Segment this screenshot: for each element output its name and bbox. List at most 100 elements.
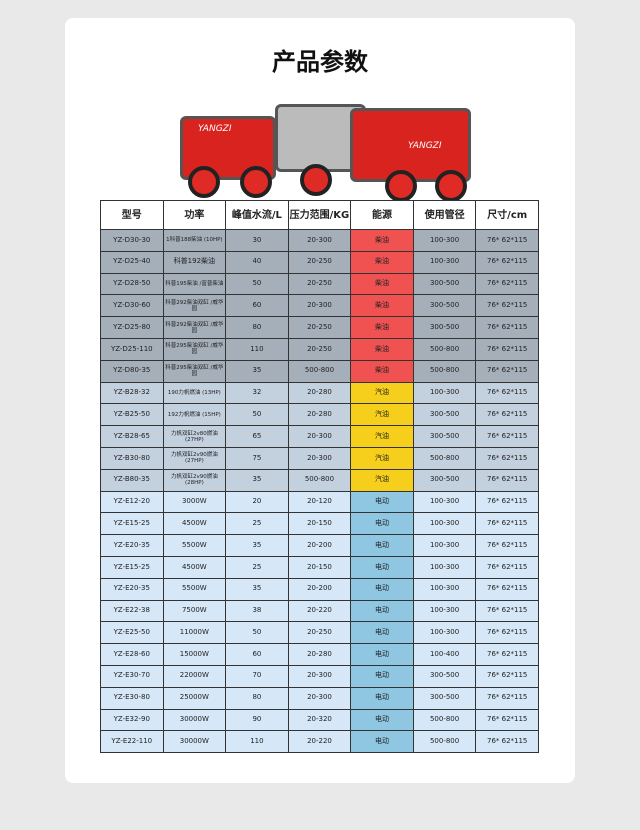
cell-pipe: 500-800	[412, 730, 477, 754]
cell-pipe: 300-500	[412, 686, 477, 710]
cell-pipe: 100-300	[412, 621, 477, 645]
cell-pipe: 500-800	[412, 337, 477, 361]
cell-pipe: 300-500	[412, 425, 477, 448]
cell-size: 76* 62*115	[475, 555, 539, 579]
cell-pressure: 20-220	[287, 730, 352, 754]
cell-pressure: 20-150	[287, 555, 352, 579]
table-row: YZ-D25-110 科普295柴油双缸 /威华园 110 20-250 柴油 500-8…	[100, 337, 539, 361]
cell-flow: 20	[225, 490, 289, 514]
cell-pipe: 500-800	[412, 359, 477, 383]
cell-pipe: 300-500	[412, 664, 477, 688]
table-row: YZ-D30-60 科普292柴油双缸 /威华园 60 20-300 柴油 300-500…	[100, 294, 539, 318]
cell-flow: 60	[225, 643, 289, 666]
cell-model: YZ-D28-50	[100, 272, 164, 296]
product-image: YANGZI YANGZI	[180, 86, 480, 204]
cell-energy: 柴油	[350, 294, 414, 318]
column-header: 功率	[162, 200, 227, 230]
cell-size: 76* 62*115	[475, 337, 539, 361]
table-row: YZ-E15-25 4500W 25 20-150 电动 100-300 76* 62*11…	[100, 512, 539, 536]
cell-pressure: 20-300	[287, 446, 352, 470]
cell-power: 11000W	[162, 621, 227, 645]
table-row: YZ-D80-35 科普295柴油双缸 /威华园 35 500-800 柴油 500-80…	[100, 359, 539, 383]
cell-energy: 电动	[350, 643, 414, 666]
cell-energy: 柴油	[350, 337, 414, 361]
cell-pressure: 20-250	[287, 337, 352, 361]
cell-power: 30000W	[162, 708, 227, 732]
table-row: YZ-E30-70 22000W 70 20-300 电动 300-500 76* 62*1…	[100, 664, 539, 688]
cell-pressure: 20-220	[287, 599, 352, 623]
cell-pressure: 20-200	[287, 534, 352, 557]
cell-power: 30000W	[162, 730, 227, 754]
cell-pressure: 20-250	[287, 250, 352, 274]
cell-size: 76* 62*115	[475, 229, 539, 252]
cell-size: 76* 62*115	[475, 359, 539, 383]
cell-pipe: 300-500	[412, 294, 477, 318]
cell-model: YZ-D25-110	[100, 337, 164, 361]
column-header: 型号	[100, 200, 164, 230]
cell-flow: 38	[225, 599, 289, 623]
cell-power: 25000W	[162, 686, 227, 710]
cell-pipe: 100-300	[412, 381, 477, 405]
cell-flow: 30	[225, 229, 289, 252]
cell-power: 科普295柴油双缸 /威华园	[162, 337, 227, 361]
cell-model: YZ-D80-35	[100, 359, 164, 383]
table-row: YZ-D30-30 1科普188柴油 (10HP) 30 20-300 柴油 100-30…	[100, 229, 539, 252]
cell-energy: 柴油	[350, 229, 414, 252]
cell-power: 7500W	[162, 599, 227, 623]
cell-flow: 50	[225, 403, 289, 427]
cell-flow: 35	[225, 359, 289, 383]
cell-model: YZ-D30-60	[100, 294, 164, 318]
cell-flow: 50	[225, 621, 289, 645]
cell-pressure: 20-300	[287, 664, 352, 688]
cell-flow: 80	[225, 316, 289, 339]
column-header: 尺寸/cm	[475, 200, 539, 230]
table-row: YZ-E22-110 30000W 110 20-220 电动 500-800 76* 62…	[100, 730, 539, 754]
table-row: YZ-B80-35 力帆双缸2v90燃油 (28HP) 35 500-800 汽油 300…	[100, 468, 539, 492]
column-header: 峰值水流/L	[225, 200, 289, 230]
cell-energy: 汽油	[350, 468, 414, 492]
cell-size: 76* 62*115	[475, 272, 539, 296]
cell-size: 76* 62*115	[475, 425, 539, 448]
cell-energy: 电动	[350, 490, 414, 514]
cell-energy: 电动	[350, 664, 414, 688]
cell-power: 科普295柴油双缸 /威华园	[162, 359, 227, 383]
cell-pressure: 20-120	[287, 490, 352, 514]
cell-energy: 汽油	[350, 403, 414, 427]
cell-size: 76* 62*115	[475, 664, 539, 688]
cell-power: 3000W	[162, 490, 227, 514]
cell-pressure: 20-300	[287, 294, 352, 318]
table-row: YZ-D25-80 科普292柴油双缸 /威华园 80 20-250 柴油 300-500…	[100, 316, 539, 339]
cell-power: 4500W	[162, 512, 227, 536]
cell-model: YZ-E22-38	[100, 599, 164, 623]
table-row: YZ-E12-20 3000W 20 20-120 电动 100-300 76* 62*11…	[100, 490, 539, 514]
cell-flow: 25	[225, 555, 289, 579]
cell-model: YZ-B28-32	[100, 381, 164, 405]
cell-pressure: 20-320	[287, 708, 352, 732]
cell-energy: 汽油	[350, 425, 414, 448]
table-row: YZ-E30-80 25000W 80 20-300 电动 300-500 76* 62*1…	[100, 686, 539, 710]
cell-power: 1科普188柴油 (10HP)	[162, 229, 227, 252]
cell-size: 76* 62*115	[475, 643, 539, 666]
cell-power: 科普192柴油	[162, 250, 227, 274]
cell-pressure: 20-250	[287, 272, 352, 296]
cell-energy: 汽油	[350, 446, 414, 470]
cell-pipe: 100-300	[412, 599, 477, 623]
cell-energy: 电动	[350, 730, 414, 754]
table-row: YZ-B25-50 192力帆燃油 (15HP) 50 20-280 汽油 300-500…	[100, 403, 539, 427]
table-row: YZ-E28-60 15000W 60 20-280 电动 100-400 76* 62*1…	[100, 643, 539, 666]
cell-pipe: 300-500	[412, 468, 477, 492]
cell-flow: 80	[225, 686, 289, 710]
cell-size: 76* 62*115	[475, 512, 539, 536]
cell-pressure: 20-200	[287, 577, 352, 601]
table-row: YZ-E32-90 30000W 90 20-320 电动 500-800 76* 62*1…	[100, 708, 539, 732]
cell-energy: 电动	[350, 599, 414, 623]
cell-power: 192力帆燃油 (15HP)	[162, 403, 227, 427]
cell-power: 15000W	[162, 643, 227, 666]
cell-model: YZ-B30-80	[100, 446, 164, 470]
cell-pipe: 500-800	[412, 446, 477, 470]
cell-energy: 柴油	[350, 359, 414, 383]
cell-pressure: 20-280	[287, 643, 352, 666]
table-row: YZ-E25-50 11000W 50 20-250 电动 100-300 76* 62*1…	[100, 621, 539, 645]
cell-pipe: 100-300	[412, 534, 477, 557]
cell-model: YZ-E25-50	[100, 621, 164, 645]
